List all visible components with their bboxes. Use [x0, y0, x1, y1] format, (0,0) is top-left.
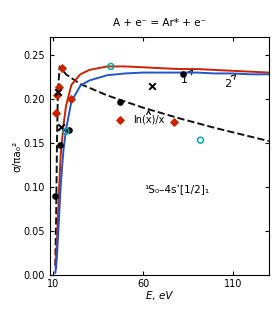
Point: [54, 110, 58, 115]
Point: [55, 93, 60, 98]
Point: [57, 84, 61, 89]
Text: 2: 2: [224, 74, 236, 89]
Text: ¹S₀–4s’[1/2]₁: ¹S₀–4s’[1/2]₁: [144, 184, 209, 194]
Point: [150, 83, 154, 88]
X-axis label: E, eV: E, eV: [146, 291, 173, 301]
Point: [66, 127, 71, 132]
Point: [109, 64, 113, 69]
Point: [53, 193, 57, 198]
Text: ln(x)/x: ln(x)/x: [133, 111, 164, 124]
Point: [69, 96, 74, 101]
Text: 1: 1: [181, 70, 193, 85]
Point: [55, 90, 60, 95]
Point: [171, 119, 176, 124]
Point: [198, 138, 203, 143]
Point: [59, 124, 63, 129]
Point: [58, 142, 62, 147]
Point: [64, 129, 68, 134]
Point: [118, 118, 122, 123]
Text: A + e⁻ = Ar* + e⁻: A + e⁻ = Ar* + e⁻: [113, 18, 206, 28]
Point: [59, 66, 64, 71]
Point: [180, 72, 185, 77]
Y-axis label: σ/πa₀²: σ/πa₀²: [12, 140, 22, 172]
Point: [118, 99, 122, 104]
